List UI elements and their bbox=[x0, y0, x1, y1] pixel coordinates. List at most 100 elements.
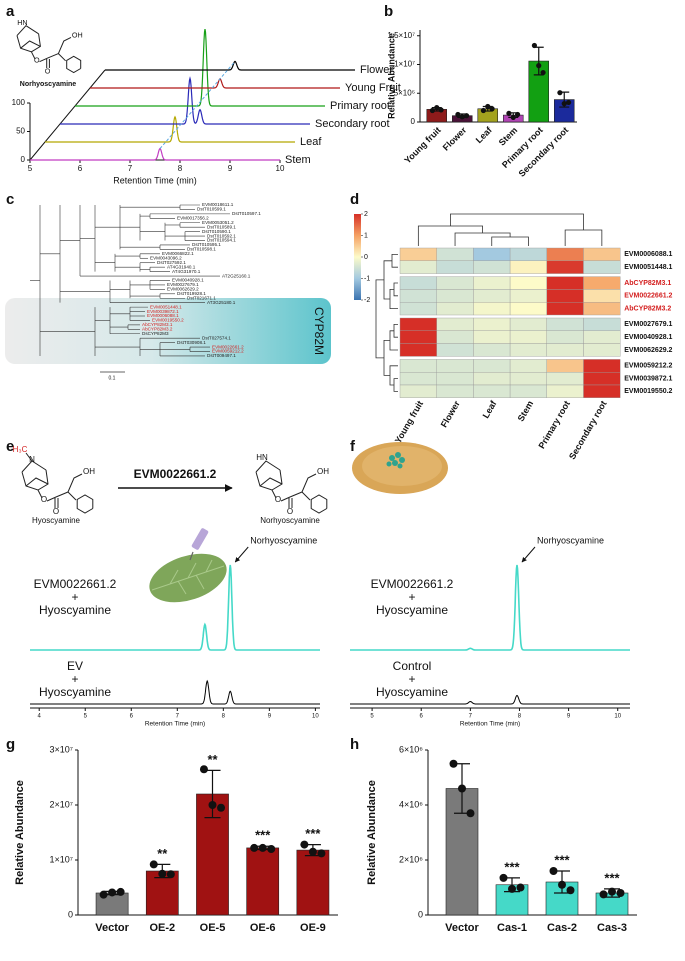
colorbar-label: -2 bbox=[364, 297, 370, 304]
heat-cell bbox=[509, 343, 548, 357]
depth-axis bbox=[29, 69, 106, 161]
data-point bbox=[508, 884, 516, 893]
data-point bbox=[166, 870, 175, 879]
leaf-label: AT4G31940.1 bbox=[167, 264, 196, 269]
y-tick-label: 0 bbox=[411, 117, 416, 126]
heat-cell bbox=[436, 260, 474, 274]
heat-cell bbox=[399, 276, 437, 290]
x-tick-label: 10 bbox=[276, 164, 285, 173]
data-point bbox=[599, 890, 608, 899]
leaf-label: EVM0062629.2 bbox=[167, 287, 199, 292]
column-label: Stem bbox=[516, 399, 536, 423]
x-tick-label: Vector bbox=[95, 922, 129, 934]
column-label: Young fruit bbox=[393, 399, 425, 445]
x-tick-label: Cas-2 bbox=[547, 922, 577, 934]
data-point bbox=[449, 759, 458, 768]
heat-cell bbox=[473, 260, 511, 274]
leaf-label: EVM0018611.1 bbox=[202, 202, 234, 207]
panel-label: e bbox=[6, 438, 14, 455]
x-tick-label: 5 bbox=[28, 164, 33, 173]
leaf-label: DstT010594.1 bbox=[207, 238, 236, 243]
significance: *** bbox=[255, 828, 271, 843]
leaf-label: EVM0027679.1 bbox=[167, 282, 199, 287]
leaf-label: EVM0066822.1 bbox=[162, 251, 194, 256]
data-point bbox=[455, 111, 461, 118]
trace-label: + bbox=[71, 590, 78, 604]
trace bbox=[30, 679, 320, 705]
trace-label: Young Fruit bbox=[345, 82, 401, 94]
x-tick-label: OE-9 bbox=[300, 922, 326, 934]
heat-cell bbox=[583, 260, 621, 274]
x-axis-title: Retention Time (min) bbox=[460, 721, 520, 728]
heat-cell bbox=[436, 247, 474, 262]
bar bbox=[296, 849, 330, 916]
leaf-label: DstT010597.1 bbox=[232, 211, 261, 216]
structure bbox=[255, 460, 328, 514]
heat-cell bbox=[473, 372, 511, 386]
bar bbox=[145, 870, 179, 916]
scale-label: 0.1 bbox=[109, 375, 116, 381]
heat-cell bbox=[436, 317, 474, 332]
peak-guide bbox=[159, 61, 236, 149]
trace bbox=[105, 60, 355, 71]
trace bbox=[350, 694, 630, 705]
atom-label: O bbox=[287, 507, 293, 516]
heat-cell bbox=[546, 260, 584, 274]
leaf-label: EVM0059212.2 bbox=[212, 349, 244, 354]
leaf-label: DstT019928.1 bbox=[177, 291, 206, 296]
leaf-label: AbCYP82M3.1 bbox=[142, 322, 173, 327]
leaf-label: AbCYP82M3.2 bbox=[142, 327, 173, 332]
x-tick-label: Vector bbox=[445, 922, 479, 934]
data-point bbox=[258, 843, 267, 852]
trace bbox=[45, 115, 295, 143]
yeast-icon bbox=[352, 442, 448, 494]
data-point bbox=[506, 110, 512, 116]
structure-name: Norhyoscyamine bbox=[20, 81, 77, 88]
significance: ** bbox=[157, 846, 168, 861]
heat-cell bbox=[399, 260, 437, 274]
heat-cell bbox=[509, 302, 548, 316]
data-point bbox=[557, 90, 563, 96]
heat-cell bbox=[546, 343, 584, 357]
leaf-label: AT2G25160.1 bbox=[222, 273, 251, 278]
trace-label: + bbox=[408, 590, 415, 604]
data-point bbox=[458, 784, 466, 793]
y-tick-label: 4×10⁶ bbox=[399, 799, 423, 809]
heat-cell bbox=[399, 372, 437, 386]
heat-cell bbox=[473, 317, 511, 332]
trace-label: + bbox=[408, 672, 415, 686]
leaf-label: EVM0019550.2 bbox=[152, 318, 184, 323]
y-tick-label: 1×10⁷ bbox=[394, 60, 415, 69]
panel-label: c bbox=[6, 191, 14, 208]
y-tick-label: 100 bbox=[12, 98, 26, 107]
heat-cell bbox=[399, 343, 437, 357]
heat-cell bbox=[509, 260, 548, 274]
data-point bbox=[489, 106, 495, 112]
heat-cell bbox=[583, 302, 621, 316]
x-tick-label: OE-5 bbox=[200, 922, 226, 934]
heat-cell bbox=[546, 317, 584, 332]
panel-label: h bbox=[350, 736, 359, 753]
y-tick-label: 2×10⁷ bbox=[49, 799, 73, 809]
leaf-label: DstT010592.1 bbox=[207, 233, 236, 238]
data-point bbox=[308, 847, 317, 856]
significance: *** bbox=[504, 859, 520, 874]
trace-label: Flower bbox=[360, 64, 393, 76]
heat-cell bbox=[436, 302, 474, 316]
trace bbox=[350, 564, 630, 651]
dendrogram bbox=[454, 232, 511, 246]
x-tick-label: Cas-3 bbox=[597, 922, 627, 934]
atom-label: O bbox=[53, 507, 59, 516]
x-tick-label: Flower bbox=[441, 125, 469, 153]
row-label: EVM0040928.1 bbox=[624, 334, 672, 341]
data-point bbox=[149, 860, 158, 869]
data-point bbox=[99, 890, 108, 899]
trace bbox=[30, 564, 320, 651]
substrate-name: Hyoscyamine bbox=[32, 516, 81, 525]
panel-label: b bbox=[384, 3, 393, 20]
y-tick-label: 0 bbox=[418, 909, 423, 919]
leaf-label: DstT010599.1 bbox=[197, 207, 226, 212]
trace-label: EVM0022661.2 bbox=[34, 577, 117, 591]
dendrogram bbox=[383, 260, 392, 300]
